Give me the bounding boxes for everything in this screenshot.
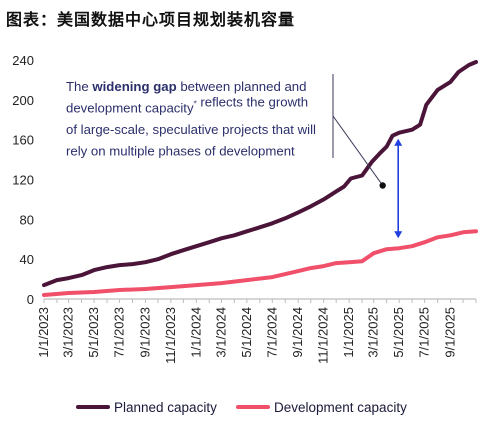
y-tick-label: 200 (12, 93, 34, 108)
annotation: The widening gap between planned anddeve… (66, 74, 403, 239)
x-tick-label: 9/1/2025 (443, 307, 458, 358)
annotation-line: The widening gap between planned and (66, 79, 306, 94)
callout-leader (332, 115, 384, 186)
x-tick-label: 11/1/2024 (316, 307, 331, 364)
y-tick-label: 40 (20, 252, 34, 267)
x-tick-label: 5/1/2023 (86, 307, 101, 358)
callout-dot (379, 182, 386, 189)
x-tick-label: 3/1/2024 (213, 307, 228, 358)
x-tick-label: 7/1/2025 (417, 307, 432, 358)
x-tick-label: 7/1/2024 (264, 307, 279, 358)
y-axis-labels: 0 40 80 120 160 200 240 (12, 53, 34, 307)
x-tick-label: 1/1/2025 (341, 307, 356, 358)
x-tick-label: 7/1/2023 (112, 307, 127, 358)
x-tick-label: 5/1/2024 (239, 307, 254, 358)
y-tick-label: 80 (20, 212, 34, 227)
x-tick-label: 5/1/2025 (391, 307, 406, 358)
y-tick-label: 0 (27, 292, 34, 307)
legend: Planned capacity Development capacity (76, 400, 407, 415)
development-capacity-line (42, 229, 478, 297)
legend-label-development: Development capacity (274, 400, 407, 415)
x-tick-label: 1/1/2024 (188, 307, 203, 358)
y-tick-label: 240 (12, 53, 34, 68)
gap-arrow-head-down (394, 231, 403, 239)
x-tick-label: 1/1/2023 (36, 307, 51, 358)
page-title: 图表：美国数据中心项目规划装机容量 (6, 10, 296, 29)
x-axis: 1/1/2023 3/1/2023 5/1/2023 7/1/2023 9/1/2023… (36, 298, 477, 364)
legend-label-planned: Planned capacity (114, 400, 217, 415)
planned-capacity-line (42, 60, 478, 288)
x-tick-label: 11/1/2023 (163, 307, 178, 364)
annotation-line: development capacity* reflects the growt… (66, 95, 308, 116)
annotation-line: of large-scale, speculative projects tha… (66, 122, 316, 137)
x-tick-label: 3/1/2023 (61, 307, 76, 358)
series-layer (42, 60, 478, 297)
y-tick-label: 120 (12, 173, 34, 188)
y-tick-label: 160 (12, 133, 34, 148)
annotation-line: rely on multiple phases of development (66, 144, 295, 159)
x-tick-label: 3/1/2025 (366, 307, 381, 358)
x-tick-label: 9/1/2024 (290, 307, 305, 358)
gap-arrow-head-up (394, 138, 403, 146)
x-tick-label: 9/1/2023 (137, 307, 152, 358)
